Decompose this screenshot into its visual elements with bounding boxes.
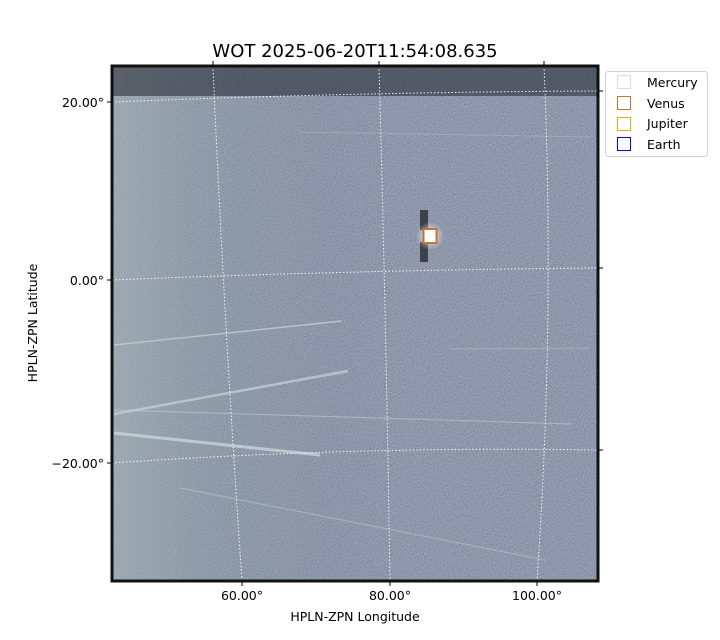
x-tick-label: 60.00° — [221, 588, 263, 603]
y-tick-label: 0.00° — [70, 273, 104, 288]
legend-label: Jupiter — [646, 116, 689, 131]
grid-lon-60 — [212, 66, 243, 581]
grid-lon-80 — [378, 66, 391, 581]
chart-title: WOT 2025-06-20T11:54:08.635 — [212, 41, 497, 62]
streak — [179, 487, 546, 561]
legend-label: Mercury — [647, 75, 698, 90]
venus-marker — [422, 228, 438, 244]
streak — [299, 131, 591, 138]
x-axis-label: HPLN-ZPN Longitude — [290, 609, 420, 624]
grid — [112, 66, 598, 581]
grid-lon-100 — [536, 66, 549, 581]
x-tick-label: 80.00° — [369, 588, 411, 603]
y-axis-label: HPLN-ZPN Latitude — [25, 263, 40, 382]
x-tick-label: 100.00° — [512, 588, 562, 603]
legend: Mercury Venus Jupiter Earth — [605, 71, 708, 157]
legend-label: Venus — [647, 96, 685, 111]
streaks — [113, 131, 591, 561]
legend-swatch-earth — [617, 137, 631, 151]
streak — [113, 369, 349, 416]
y-ticks — [107, 90, 603, 464]
axes-frame — [110, 64, 600, 583]
legend-swatch-mercury — [617, 75, 631, 89]
grid-lat-20 — [112, 90, 598, 103]
y-tick-label: −20.00° — [51, 456, 104, 471]
x-ticks — [212, 61, 545, 586]
legend-label: Earth — [647, 137, 681, 152]
grid-lat-m20 — [112, 448, 598, 464]
streak — [449, 347, 591, 350]
image-plot — [112, 66, 598, 581]
streak — [113, 431, 321, 457]
legend-swatch-jupiter — [617, 117, 631, 131]
legend-swatch-venus — [617, 96, 631, 110]
grid-lat-0 — [112, 267, 598, 281]
streak — [113, 409, 573, 425]
streak — [113, 320, 343, 346]
y-tick-label: 20.00° — [62, 95, 104, 110]
